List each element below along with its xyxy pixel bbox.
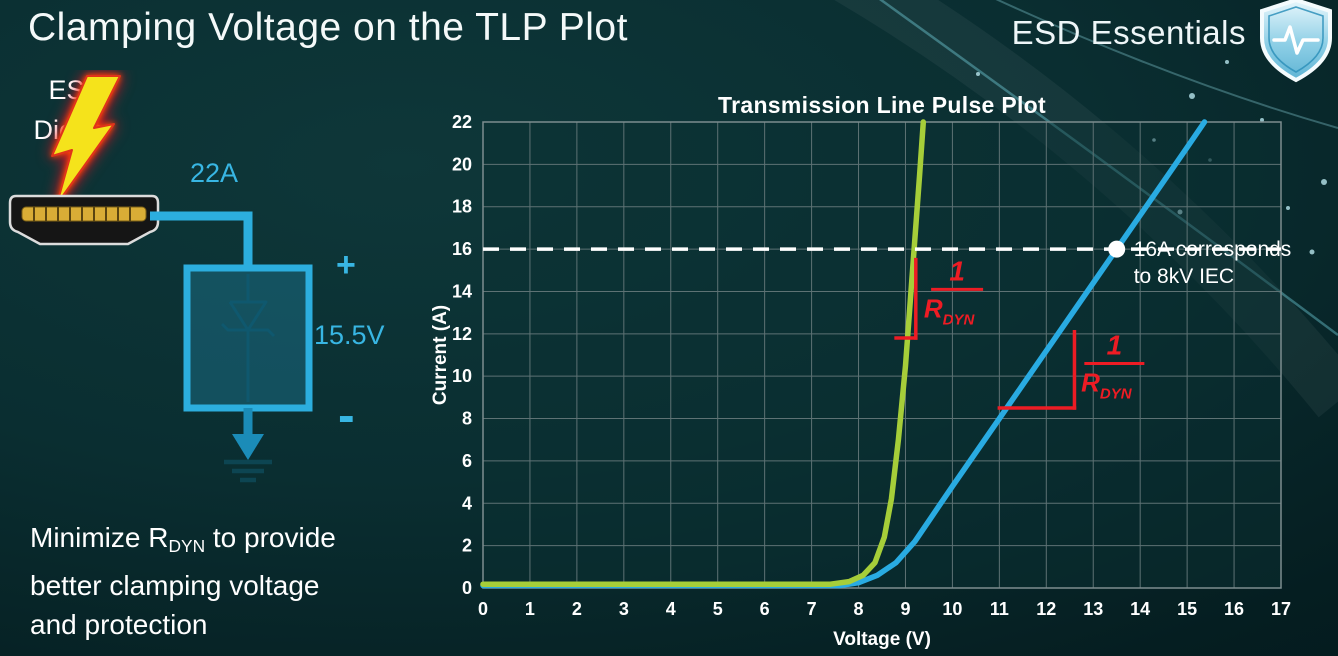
lightning-bolt-icon	[51, 75, 121, 205]
svg-text:6: 6	[462, 451, 472, 471]
svg-text:11: 11	[990, 599, 1009, 619]
svg-text:13: 13	[1083, 599, 1103, 619]
svg-text:16: 16	[1224, 599, 1244, 619]
esd-diode-diagram: 22A ESD Diode + 15.5V -	[0, 70, 430, 500]
svg-text:16: 16	[452, 239, 472, 259]
takeaway-line3: and protection	[30, 608, 208, 640]
shield-shape	[1260, 0, 1332, 83]
svg-text:8: 8	[462, 409, 472, 429]
svg-text:8: 8	[854, 599, 864, 619]
svg-text:1: 1	[1107, 329, 1123, 360]
clamp-voltage-label: 15.5V	[314, 320, 385, 350]
svg-text:14: 14	[1130, 599, 1150, 619]
svg-text:1: 1	[525, 599, 535, 619]
svg-text:Current (A): Current (A)	[430, 305, 451, 405]
wire	[150, 211, 253, 270]
svg-text:7: 7	[807, 599, 817, 619]
shield-inner-line	[1268, 6, 1324, 73]
pulse-line-icon	[1272, 25, 1320, 55]
svg-text:Voltage (V): Voltage (V)	[833, 629, 931, 650]
tvs-diode-symbol-icon	[220, 274, 276, 402]
svg-text:22: 22	[452, 112, 472, 132]
tlp-plot: 0 1 2 3 4 5 6 7 8 9 10 11 12 13 14 15 16 1702468101214161…	[430, 112, 1292, 650]
svg-text:5: 5	[713, 599, 723, 619]
brand-title: ESD Essentials	[1011, 14, 1246, 51]
svg-text:16A corresponds: 16A corresponds	[1134, 238, 1292, 261]
svg-text:4: 4	[462, 493, 472, 513]
svg-text:14: 14	[452, 281, 472, 301]
svg-text:15: 15	[1177, 599, 1197, 619]
svg-text:1: 1	[949, 255, 965, 286]
svg-text:10: 10	[942, 599, 962, 619]
rdyn-subscript: DYN	[168, 535, 206, 556]
svg-text:2: 2	[572, 599, 582, 619]
tlp-chart: 0 1 2 3 4 5 6 7 8 9 10 11 12 13 14 15 16 17 0 2 4 6 8 10 12 14 16 1…	[430, 88, 1338, 656]
minus-terminal-label: -	[338, 387, 355, 443]
takeaway-line1: Minimize RDYN to provide	[30, 522, 336, 556]
svg-text:18: 18	[452, 197, 472, 217]
takeaway-text: Minimize RDYN to provide better clamping…	[30, 518, 336, 644]
svg-text:2: 2	[462, 536, 472, 556]
svg-text:20: 20	[452, 154, 472, 174]
svg-text:3: 3	[619, 599, 629, 619]
surge-current-label: 22A	[190, 158, 239, 188]
svg-text:0: 0	[478, 599, 488, 619]
ground-symbol-icon	[224, 408, 272, 483]
svg-text:to 8kV IEC: to 8kV IEC	[1134, 265, 1234, 288]
svg-text:17: 17	[1271, 599, 1291, 619]
svg-text:4: 4	[666, 599, 676, 619]
hdmi-connector-icon	[8, 194, 160, 246]
svg-text:6: 6	[760, 599, 770, 619]
svg-text:12: 12	[452, 324, 472, 344]
plus-terminal-label: +	[336, 246, 356, 284]
page-title: Clamping Voltage on the TLP Plot	[28, 6, 628, 49]
esd-shield-logo-icon	[1260, 0, 1332, 83]
diagram-graphics	[8, 75, 313, 483]
svg-text:10: 10	[452, 366, 472, 386]
takeaway-line2: better clamping voltage	[30, 569, 320, 601]
svg-text:0: 0	[462, 578, 472, 598]
svg-text:12: 12	[1036, 599, 1056, 619]
svg-text:9: 9	[900, 599, 910, 619]
chart-title: Transmission Line Pulse Plot	[718, 92, 1046, 118]
